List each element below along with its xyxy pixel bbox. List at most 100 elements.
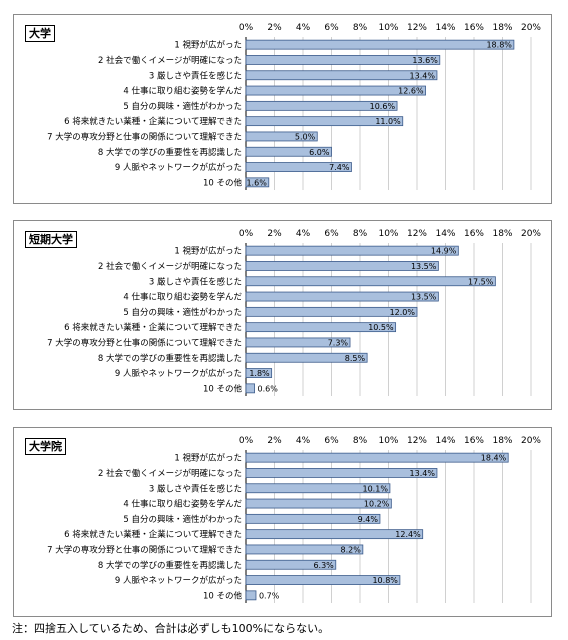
chart-title: 大学 bbox=[25, 25, 55, 42]
chart-panel-university: 大学 0% 2% 4% 6% 8% 10% 12% 14% 16% 18% 20% 1 視野が広がった… bbox=[13, 14, 552, 204]
category-label: 5 自分の興味・適性がわかった bbox=[123, 101, 242, 112]
data-label: 6.0% bbox=[309, 148, 330, 157]
bar bbox=[245, 261, 439, 271]
category-label: 9 人脈やネットワークが広がった bbox=[115, 162, 242, 173]
data-label: 10.5% bbox=[368, 323, 394, 332]
category-label: 1 視野が広がった bbox=[174, 40, 242, 51]
bar bbox=[245, 559, 337, 570]
bar bbox=[245, 544, 364, 555]
bar bbox=[245, 146, 332, 157]
tick-label: 0% bbox=[239, 23, 254, 33]
category-label: 4 仕事に取り組む姿勢を学んだ bbox=[123, 292, 242, 303]
chart-title: 大学院 bbox=[25, 438, 66, 455]
chart-panel-graduate-school: 大学院 0% 2% 4% 6% 8% 10% 12% 14% 16% 18% 20% 1 視野が広がっ… bbox=[13, 427, 552, 617]
category-label: 4 仕事に取り組む姿勢を学んだ bbox=[123, 499, 242, 510]
tick-label: 16% bbox=[464, 229, 484, 239]
category-label: 5 自分の興味・適性がわかった bbox=[123, 307, 242, 318]
chart-title: 短期大学 bbox=[25, 231, 77, 248]
tick-label: 10% bbox=[378, 436, 398, 446]
tick-label: 2% bbox=[267, 436, 282, 446]
bar bbox=[245, 39, 515, 50]
data-label: 14.9% bbox=[431, 247, 457, 256]
category-label: 3 厳しさや責任を感じた bbox=[149, 483, 242, 494]
category-label: 8 大学での学びの重要性を再認識した bbox=[98, 353, 242, 364]
data-label: 10.1% bbox=[363, 484, 389, 493]
bar bbox=[245, 177, 270, 188]
bar bbox=[245, 291, 439, 302]
bar bbox=[245, 383, 255, 394]
bar bbox=[245, 452, 509, 463]
tick-label: 20% bbox=[521, 436, 541, 446]
bar bbox=[245, 100, 398, 111]
tick-label: 6% bbox=[324, 229, 339, 239]
data-label: 7.4% bbox=[329, 163, 350, 172]
category-label: 1 視野が広がった bbox=[174, 453, 242, 464]
footnote: 注：四捨五入しているため、合計は必ずしも100%にならない。 bbox=[12, 622, 330, 635]
bar bbox=[245, 116, 404, 127]
data-label: 12.4% bbox=[395, 530, 421, 539]
bar bbox=[245, 85, 426, 96]
tick-label: 4% bbox=[296, 436, 311, 446]
category-label: 6 将来就きたい業種・企業について理解できた bbox=[64, 322, 242, 333]
category-label: 5 自分の興味・適性がわかった bbox=[123, 514, 242, 525]
data-label: 13.5% bbox=[411, 293, 437, 302]
category-label: 7 大学の専攻分野と仕事の関係について理解できた bbox=[47, 131, 242, 142]
bar bbox=[245, 352, 368, 363]
bar-chart: 0% 2% 4% 6% 8% 10% 12% 14% 16% 18% 20% 1 視野が広がった 18.… bbox=[47, 23, 541, 190]
bar bbox=[245, 276, 496, 287]
bar bbox=[245, 55, 441, 65]
data-label: 12.0% bbox=[390, 308, 416, 317]
tick-label: 8% bbox=[353, 436, 368, 446]
category-label: 2 社会で働くイメージが明確になった bbox=[98, 468, 242, 479]
data-label: 10.2% bbox=[364, 500, 390, 509]
tick-label: 12% bbox=[407, 436, 427, 446]
category-label: 9 人脈やネットワークが広がった bbox=[115, 575, 242, 586]
category-label: 1 視野が広がった bbox=[174, 246, 242, 257]
data-label: 0.7% bbox=[259, 591, 280, 600]
tick-label: 18% bbox=[492, 23, 512, 33]
bar bbox=[245, 529, 424, 540]
data-label: 13.4% bbox=[410, 71, 436, 80]
category-label: 3 厳しさや責任を感じた bbox=[149, 276, 242, 287]
chart-panel-junior-college: 短期大学 0% 2% 4% 6% 8% 10% 12% 14% 16% 18% 20% 1 視野が広が… bbox=[13, 220, 552, 410]
category-label: 10 その他 bbox=[203, 383, 243, 394]
tick-label: 0% bbox=[239, 229, 254, 239]
tick-label: 4% bbox=[296, 229, 311, 239]
tick-label: 12% bbox=[407, 229, 427, 239]
data-label: 12.6% bbox=[398, 87, 424, 96]
data-label: 1.8% bbox=[249, 369, 270, 378]
tick-label: 16% bbox=[464, 436, 484, 446]
data-label: 18.8% bbox=[486, 41, 512, 50]
tick-label: 18% bbox=[492, 229, 512, 239]
bar bbox=[245, 368, 273, 378]
category-label: 4 仕事に取り組む姿勢を学んだ bbox=[123, 86, 242, 97]
category-label: 7 大学の専攻分野と仕事の関係について理解できた bbox=[47, 337, 242, 348]
data-label: 7.3% bbox=[328, 338, 349, 347]
tick-label: 4% bbox=[296, 23, 311, 33]
data-label: 17.5% bbox=[468, 277, 494, 286]
data-label: 13.6% bbox=[412, 56, 438, 65]
category-label: 8 大学での学びの重要性を再認識した bbox=[98, 147, 242, 158]
bar bbox=[245, 131, 318, 142]
tick-label: 0% bbox=[239, 436, 254, 446]
category-label: 2 社会で働くイメージが明確になった bbox=[98, 261, 242, 272]
category-label: 7 大学の専攻分野と仕事の関係について理解できた bbox=[47, 544, 242, 555]
bar bbox=[245, 575, 401, 585]
tick-label: 2% bbox=[267, 229, 282, 239]
tick-label: 14% bbox=[435, 436, 455, 446]
bar bbox=[245, 513, 381, 524]
tick-label: 8% bbox=[353, 229, 368, 239]
bar bbox=[245, 162, 352, 172]
data-label: 18.4% bbox=[481, 454, 507, 463]
data-label: 6.3% bbox=[313, 561, 334, 570]
tick-label: 6% bbox=[324, 23, 339, 33]
category-label: 3 厳しさや責任を感じた bbox=[149, 70, 242, 81]
data-label: 8.5% bbox=[345, 354, 366, 363]
tick-label: 2% bbox=[267, 23, 282, 33]
bar bbox=[245, 498, 392, 509]
data-label: 1.6% bbox=[246, 178, 267, 187]
tick-label: 20% bbox=[521, 229, 541, 239]
data-label: 5.0% bbox=[295, 132, 316, 141]
tick-label: 10% bbox=[378, 23, 398, 33]
bar bbox=[245, 322, 397, 333]
